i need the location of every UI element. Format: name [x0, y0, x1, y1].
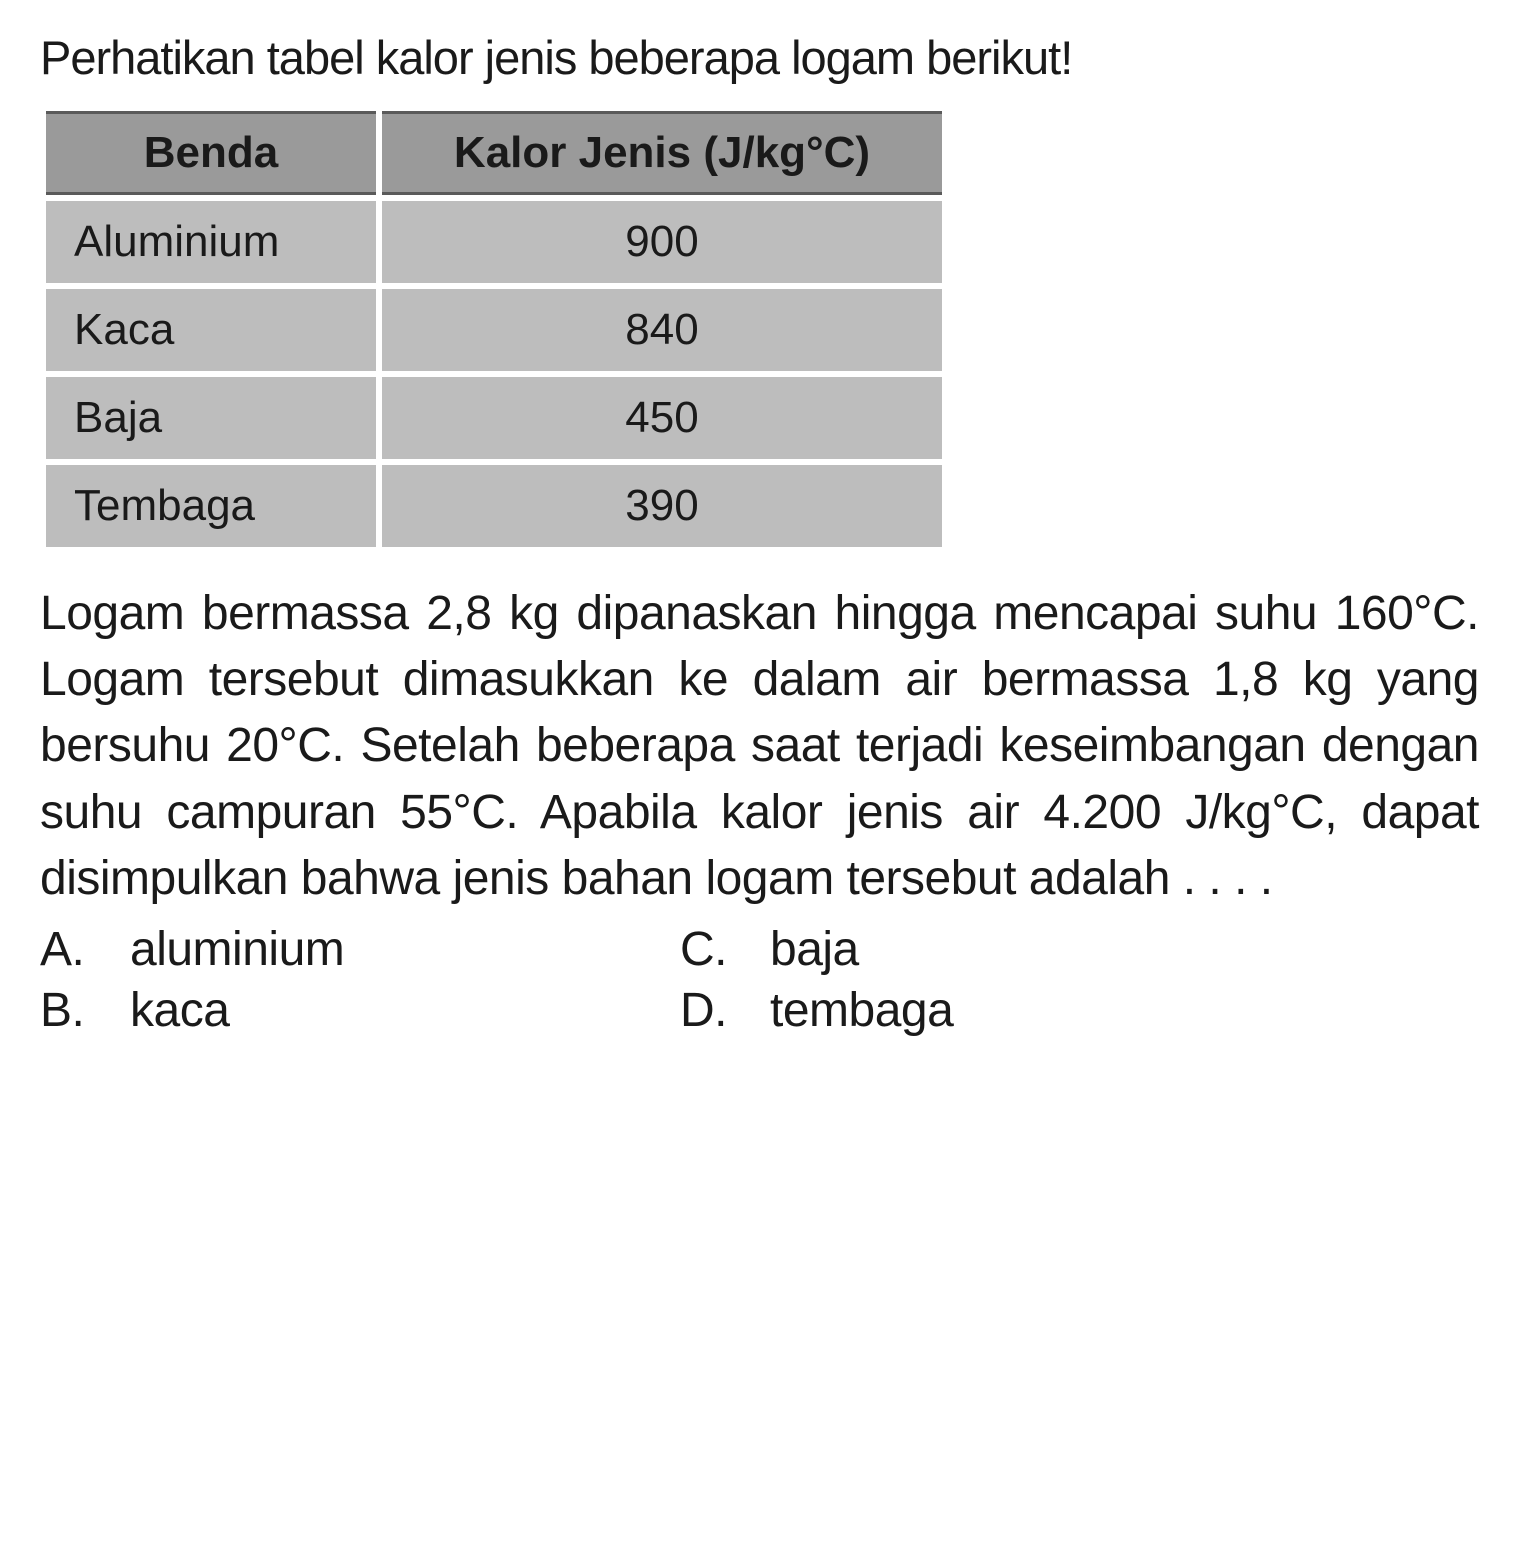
- option-letter: B.: [40, 983, 130, 1038]
- option-letter: D.: [680, 983, 770, 1038]
- table-row: Baja 450: [46, 377, 942, 459]
- option-d: D. tembaga: [680, 983, 1240, 1038]
- table-header-kalor: Kalor Jenis (J/kg°C): [382, 111, 942, 195]
- table-row: Tembaga 390: [46, 465, 942, 547]
- option-letter: A.: [40, 922, 130, 977]
- option-a: A. aluminium: [40, 922, 600, 977]
- cell-name: Aluminium: [46, 201, 376, 283]
- table-header-benda: Benda: [46, 111, 376, 195]
- cell-value: 450: [382, 377, 942, 459]
- cell-value: 840: [382, 289, 942, 371]
- cell-name: Baja: [46, 377, 376, 459]
- option-text: aluminium: [130, 922, 344, 977]
- specific-heat-table: Benda Kalor Jenis (J/kg°C) Aluminium 900…: [40, 105, 948, 553]
- option-text: baja: [770, 922, 859, 977]
- question-title: Perhatikan tabel kalor jenis beberapa lo…: [40, 30, 1479, 85]
- table-row: Aluminium 900: [46, 201, 942, 283]
- cell-value: 900: [382, 201, 942, 283]
- table-row: Kaca 840: [46, 289, 942, 371]
- question-body: Logam bermassa 2,8 kg dipanaskan hingga …: [40, 581, 1479, 912]
- option-b: B. kaca: [40, 983, 600, 1038]
- option-text: tembaga: [770, 983, 953, 1038]
- option-c: C. baja: [680, 922, 1240, 977]
- option-text: kaca: [130, 983, 229, 1038]
- cell-value: 390: [382, 465, 942, 547]
- cell-name: Tembaga: [46, 465, 376, 547]
- cell-name: Kaca: [46, 289, 376, 371]
- option-letter: C.: [680, 922, 770, 977]
- answer-options: A. aluminium C. baja B. kaca D. tembaga: [40, 922, 1240, 1038]
